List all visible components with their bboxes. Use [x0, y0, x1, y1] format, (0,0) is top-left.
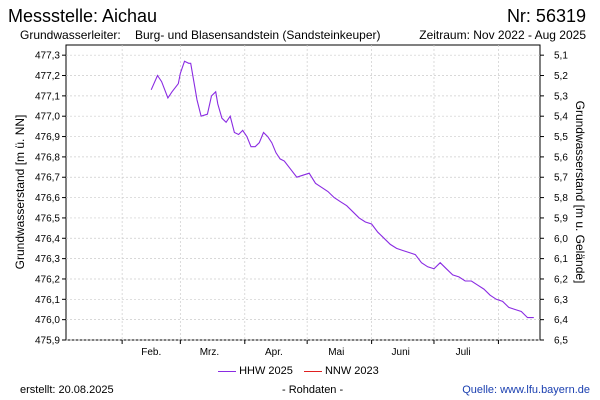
right-axis: 5,1 5,2 5,3 5,4 5,5 5,6 5,7 5,8 5,9 6,0 6,1 6,2 6,3 6… — [540, 51, 568, 347]
y-tick-label-left: 476,5 — [35, 213, 60, 224]
y-tick-label-left: 476,7 — [35, 173, 60, 184]
y-tick-label-right: 6,3 — [554, 295, 568, 306]
y-tick-label-left: 476,2 — [35, 274, 60, 285]
created-date: erstellt: 20.08.2025 — [20, 384, 114, 396]
raw-data-note: - Rohdaten - — [282, 384, 344, 396]
y-tick-label-right: 5,6 — [554, 152, 568, 163]
x-tick-label: Mrz. — [200, 347, 219, 358]
y-tick-label-right: 5,4 — [554, 112, 568, 123]
x-tick-label: Feb. — [141, 347, 161, 358]
legend: HHW 2025 NNW 2023 — [218, 365, 379, 377]
aquifer-label: Grundwasserleiter: — [20, 28, 121, 42]
station-title: Messstelle: Aichau — [8, 6, 158, 26]
y-tick-label-right: 6,0 — [554, 234, 568, 245]
legend-nnw-swatch — [303, 370, 322, 372]
station-number: Nr: 56319 — [506, 6, 586, 26]
x-tick-label: Juli — [456, 347, 471, 358]
y-tick-label-left: 477,0 — [35, 112, 60, 123]
y-tick-label-right: 6,1 — [554, 254, 568, 265]
legend-hhw-swatch — [218, 370, 236, 372]
y-tick-label-right: 5,8 — [554, 193, 568, 204]
y-tick-label-right: 6,4 — [554, 315, 568, 326]
y-tick-label-left: 476,9 — [35, 132, 60, 143]
y-tick-label-left: 477,3 — [35, 51, 60, 62]
y-tick-label-right: 5,1 — [554, 51, 568, 62]
source-link[interactable]: Quelle: www.lfu.bayern.de — [462, 384, 590, 396]
grid — [66, 45, 540, 341]
left-axis: 477,3 477,2 477,1 477,0 476,9 476,8 476,7 476,6… — [35, 51, 66, 347]
legend-hhw-label: HHW 2025 — [239, 365, 293, 377]
y-tick-label-left: 476,6 — [35, 193, 60, 204]
y-tick-label-left: 477,2 — [35, 71, 60, 82]
y-tick-label-left: 476,8 — [35, 152, 60, 163]
series-group — [150, 60, 534, 319]
plot-frame — [65, 44, 541, 341]
y-tick-label-right: 5,2 — [554, 71, 568, 82]
y-tick-label-left: 476,0 — [35, 315, 60, 326]
x-tick-label: Apr. — [265, 347, 283, 358]
x-tick-label: Juni — [392, 347, 410, 358]
y-tick-label-right: 5,7 — [554, 173, 568, 184]
y-tick-label-right: 5,9 — [554, 213, 568, 224]
y-tick-label-right: 6,5 — [554, 336, 568, 347]
y-tick-label-left: 476,1 — [35, 295, 60, 306]
legend-nnw-label: NNW 2023 — [324, 365, 379, 377]
y-tick-label-right: 6,2 — [554, 274, 568, 285]
y-tick-label-left: 476,4 — [35, 234, 60, 245]
y-axis-left-label: Grundwasserstand [m ü. NN] — [13, 115, 27, 270]
y-tick-label-left: 477,1 — [35, 91, 60, 102]
y-tick-label-left: 476,3 — [35, 254, 60, 265]
y-axis-right-label: Grundwasserstand [m u. Gelände] — [573, 101, 587, 284]
series-line-hhw-2025 — [150, 60, 534, 319]
y-tick-label-left: 475,9 — [35, 336, 60, 347]
y-tick-label-right: 5,3 — [554, 91, 568, 102]
period-label: Zeitraum: Nov 2022 - Aug 2025 — [419, 28, 586, 42]
x-tick-label: Mai — [328, 347, 344, 358]
y-tick-label-right: 5,5 — [554, 132, 568, 143]
x-axis: Feb. Mrz. Apr. Mai Juni Juli — [121, 340, 499, 358]
aquifer-value: Burg- und Blasensandstein (Sandsteinkeup… — [135, 28, 381, 42]
